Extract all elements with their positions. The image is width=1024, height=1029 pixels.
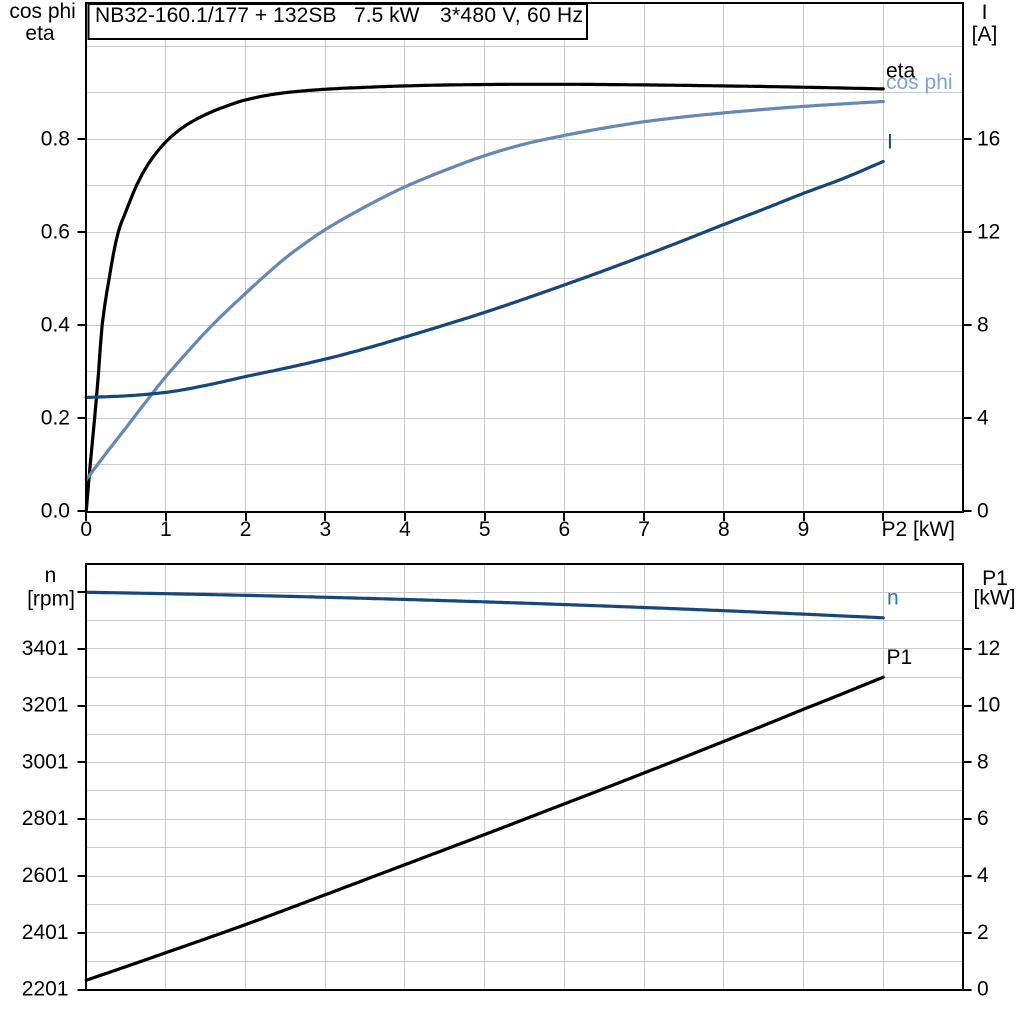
- svg-text:8: 8: [718, 518, 730, 541]
- svg-text:0: 0: [977, 978, 989, 1001]
- svg-text:7.5 kW: 7.5 kW: [354, 4, 420, 27]
- svg-text:8: 8: [977, 750, 989, 773]
- svg-text:2801: 2801: [22, 807, 69, 830]
- svg-text:10: 10: [977, 694, 1000, 717]
- svg-text:eta: eta: [886, 60, 916, 83]
- svg-text:5: 5: [479, 518, 491, 541]
- svg-text:0.0: 0.0: [41, 499, 70, 522]
- svg-text:NB32-160.1/177 + 132SB: NB32-160.1/177 + 132SB: [95, 4, 337, 27]
- svg-text:0: 0: [977, 499, 989, 522]
- svg-text:0.6: 0.6: [41, 220, 70, 243]
- svg-text:4: 4: [977, 406, 989, 429]
- svg-text:[A]: [A]: [972, 23, 998, 46]
- svg-text:7: 7: [638, 518, 650, 541]
- svg-text:4: 4: [977, 864, 989, 887]
- svg-text:6: 6: [559, 518, 571, 541]
- svg-text:[rpm]: [rpm]: [27, 588, 75, 611]
- svg-text:0: 0: [80, 518, 92, 541]
- svg-text:I: I: [887, 131, 893, 154]
- svg-text:0.8: 0.8: [41, 127, 70, 150]
- svg-text:6: 6: [977, 807, 989, 830]
- svg-text:12: 12: [977, 220, 1000, 243]
- svg-text:8: 8: [977, 313, 989, 336]
- svg-text:cos phi: cos phi: [886, 71, 953, 94]
- svg-text:4: 4: [399, 518, 411, 541]
- svg-text:0.4: 0.4: [41, 313, 71, 336]
- svg-text:[kW]: [kW]: [974, 587, 1016, 610]
- svg-text:P2 [kW]: P2 [kW]: [882, 518, 956, 541]
- svg-text:9: 9: [798, 518, 810, 541]
- svg-text:3201: 3201: [22, 694, 69, 717]
- svg-text:12: 12: [977, 637, 1000, 660]
- svg-text:3401: 3401: [22, 637, 69, 660]
- svg-text:2601: 2601: [22, 864, 69, 887]
- svg-text:3*480 V, 60 Hz: 3*480 V, 60 Hz: [440, 4, 583, 27]
- svg-text:2: 2: [240, 518, 252, 541]
- svg-text:I: I: [982, 1, 988, 24]
- svg-text:P1: P1: [887, 646, 913, 669]
- svg-text:3001: 3001: [22, 750, 69, 773]
- svg-text:cos phi: cos phi: [9, 0, 76, 23]
- svg-text:n: n: [887, 587, 899, 610]
- svg-text:3: 3: [319, 518, 331, 541]
- svg-text:2201: 2201: [22, 978, 69, 1001]
- svg-text:0.2: 0.2: [41, 406, 70, 429]
- svg-text:n: n: [45, 564, 57, 587]
- svg-text:2: 2: [977, 921, 989, 944]
- svg-text:1: 1: [160, 518, 172, 541]
- svg-text:16: 16: [977, 127, 1000, 150]
- svg-text:2401: 2401: [22, 921, 69, 944]
- svg-text:P1: P1: [982, 567, 1008, 590]
- svg-text:eta: eta: [25, 22, 55, 45]
